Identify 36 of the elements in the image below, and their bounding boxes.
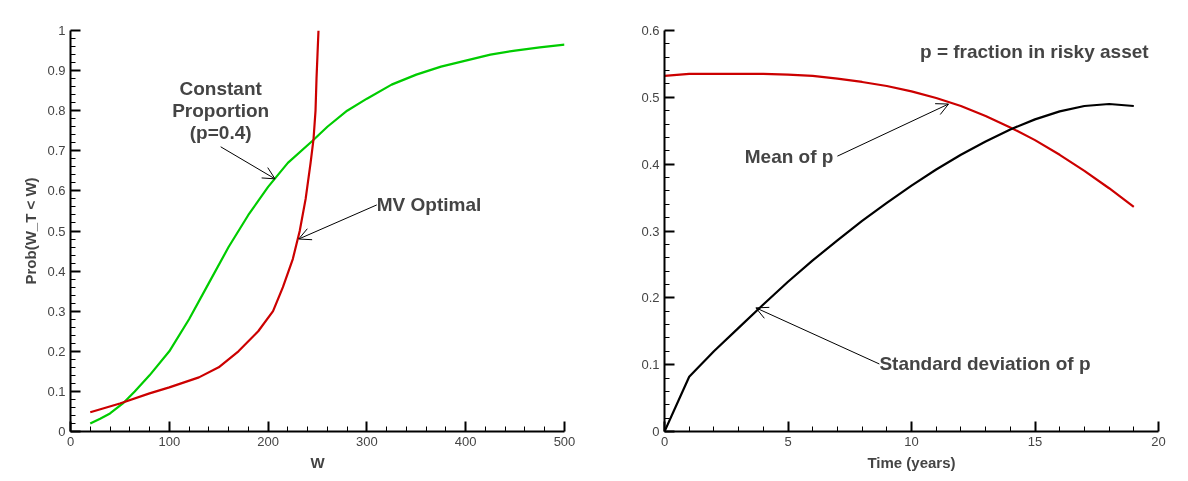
x-tick-label: 400 bbox=[454, 433, 477, 449]
annotation: p = fraction in risky asset bbox=[920, 40, 1150, 62]
x-tick-label: 10 bbox=[904, 433, 919, 449]
line-series bbox=[89, 30, 320, 414]
y-tick-label: 0.9 bbox=[47, 63, 66, 79]
x-axis-title: Time (years) bbox=[867, 453, 956, 471]
y-tick-label: 0.2 bbox=[47, 343, 66, 359]
line-series bbox=[664, 72, 1135, 209]
x-tick-label: 100 bbox=[158, 433, 181, 449]
annotation: Standard deviation of p bbox=[879, 353, 1091, 375]
y-tick-label: 0.8 bbox=[47, 103, 66, 119]
y-tick-label: 0.1 bbox=[641, 357, 660, 373]
x-tick-label: 300 bbox=[356, 433, 378, 449]
x-tick-label: 5 bbox=[784, 433, 792, 449]
y-tick-label: 0.1 bbox=[47, 383, 66, 399]
x-tick-label: 500 bbox=[553, 433, 576, 449]
annotation: Mean of p bbox=[744, 145, 834, 167]
y-tick-label: 0.6 bbox=[47, 183, 66, 199]
y-tick-label: 0.5 bbox=[641, 89, 660, 105]
y-tick-label: 1 bbox=[58, 23, 66, 38]
annotation: Constant Proportion (p=0.4) bbox=[172, 77, 270, 143]
y-tick-label: 0.5 bbox=[47, 223, 66, 239]
y-tick-label: 0.3 bbox=[47, 303, 66, 319]
line-series bbox=[89, 43, 565, 425]
y-tick-label: 0.7 bbox=[47, 143, 66, 159]
x-tick-label: 20 bbox=[1151, 433, 1166, 449]
y-tick-label: 0.4 bbox=[47, 263, 66, 279]
x-axis-title: W bbox=[310, 453, 326, 471]
y-tick-label: 0.2 bbox=[641, 290, 660, 306]
annotation: MV Optimal bbox=[376, 194, 482, 216]
y-axis-title: Prob(W_T < W) bbox=[22, 177, 40, 285]
x-tick-label: 200 bbox=[257, 433, 279, 449]
x-tick-label: 15 bbox=[1027, 433, 1043, 449]
y-tick-label: 0.4 bbox=[641, 156, 660, 172]
y-tick-label: 0.6 bbox=[641, 23, 660, 38]
y-tick-label: 0.3 bbox=[641, 223, 660, 239]
